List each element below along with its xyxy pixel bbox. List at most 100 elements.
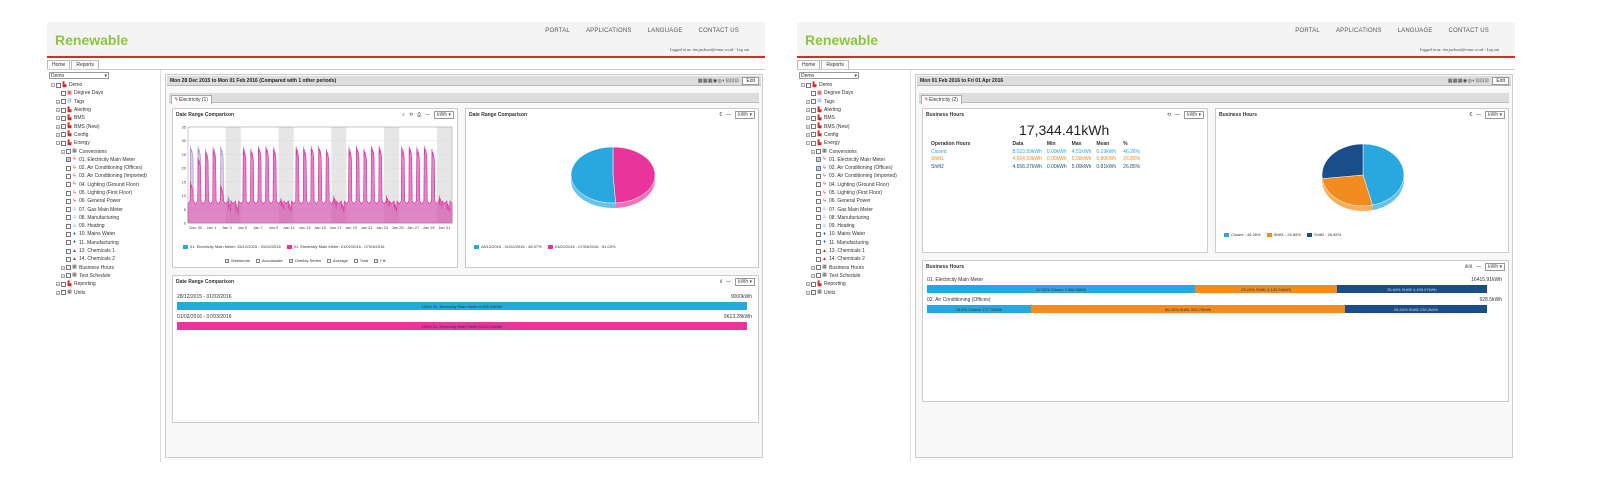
tree-node[interactable]: ϟ 06. General Power xyxy=(801,197,897,205)
option-checkbox[interactable]: ✓ xyxy=(225,258,229,263)
unit-select[interactable]: kWh xyxy=(735,278,755,286)
tree-node[interactable]: ♦ 10. Mains Water xyxy=(801,230,897,238)
tree-node[interactable]: ϟ 05. Lighting (First Floor) xyxy=(51,189,147,197)
bar-segment[interactable]: 56.06% Shift1 520.70kWh xyxy=(1031,305,1346,313)
logged-in-text[interactable]: Logged in as: tim.jackson@t-mac.co.uk - … xyxy=(1419,47,1499,52)
nav-language[interactable]: LANGUAGE xyxy=(647,28,683,34)
unit-select[interactable]: kWh xyxy=(1184,111,1204,119)
tree-node[interactable]: ▲ 13. Chemicals 1 xyxy=(51,247,147,255)
zoom-icon[interactable]: ⌕ xyxy=(402,112,405,118)
tree-node[interactable]: ♨ 09. Heating xyxy=(801,222,897,230)
tree-checkbox[interactable] xyxy=(816,149,821,155)
refresh-icon[interactable]: ⟲ xyxy=(1166,112,1172,118)
pie-slice[interactable] xyxy=(612,146,656,204)
expand-icon[interactable]: + xyxy=(806,124,810,129)
tree-checkbox[interactable] xyxy=(66,223,71,229)
expand-icon[interactable]: + xyxy=(61,149,65,154)
expand-icon[interactable]: + xyxy=(811,273,815,278)
tree-checkbox[interactable] xyxy=(66,240,71,246)
minimize-icon[interactable]: — xyxy=(1476,112,1482,118)
tree-checkbox[interactable] xyxy=(816,173,821,179)
tree-checkbox[interactable] xyxy=(811,281,816,287)
tree-checkbox[interactable] xyxy=(816,256,821,262)
option-average[interactable]: Average xyxy=(326,258,348,263)
bar-segment[interactable]: 26.84% Shift2 4,405.07kWh xyxy=(1336,285,1487,293)
option-checkbox[interactable] xyxy=(255,258,260,263)
tab-electricity[interactable]: ϟ Electricity (1) xyxy=(171,95,212,104)
nav-applications[interactable]: APPLICATIONS xyxy=(585,28,632,34)
option-checkbox[interactable] xyxy=(326,258,331,263)
site-select[interactable]: Demo xyxy=(799,72,859,79)
expand-icon[interactable]: + xyxy=(811,265,815,270)
expand-icon[interactable]: + xyxy=(806,99,810,104)
bar-segment[interactable]: 25.34% Shift2 235.2kWh xyxy=(1345,305,1487,313)
tree-checkbox[interactable] xyxy=(811,290,816,296)
tree-node[interactable]: ✓ ϟ 02. Air Conditioning (Offices) xyxy=(801,164,897,172)
tree-node[interactable]: + ▦ Conversions xyxy=(801,147,897,155)
pie-slice[interactable] xyxy=(1362,143,1405,206)
tree-node[interactable]: ✓ ϟ 01. Electricity Main Meter xyxy=(801,156,897,164)
tree-checkbox[interactable] xyxy=(816,248,821,254)
expand-icon[interactable]: + xyxy=(806,290,810,295)
legend-entry[interactable]: Shift2 - 26.85% xyxy=(1313,232,1342,237)
option-total[interactable]: Total xyxy=(353,258,368,263)
tree-node[interactable]: ϟ 02. Air Conditioning (Offices) xyxy=(51,164,147,172)
tree-node[interactable]: + ▙ Alerting xyxy=(51,106,147,114)
tree-checkbox[interactable] xyxy=(811,90,816,96)
tree-checkbox[interactable]: ✓ xyxy=(816,157,821,163)
expand-icon[interactable]: + xyxy=(61,265,65,270)
bar-segment[interactable]: 47.92% Closed 7,866.9kWh xyxy=(927,285,1196,293)
tree-node[interactable]: − ▙ Energy xyxy=(801,139,897,147)
minimize-icon[interactable]: — xyxy=(1175,112,1181,118)
tree-checkbox[interactable] xyxy=(811,132,816,138)
series-area[interactable] xyxy=(187,146,453,224)
tree-node[interactable]: + ▙ Alerting xyxy=(801,106,897,114)
collapse-icon[interactable]: − xyxy=(806,141,810,146)
expand-icon[interactable]: + xyxy=(806,108,810,113)
legend-entry[interactable]: 28/12/2015 - 01/02/2016 - 48.97% xyxy=(481,244,542,249)
tree-checkbox[interactable] xyxy=(66,248,71,254)
tree-checkbox[interactable]: ✓ xyxy=(816,165,821,171)
tree-node[interactable]: ϟ 04. Lighting (Ground Floor) xyxy=(51,181,147,189)
tree-checkbox[interactable] xyxy=(811,115,816,121)
tree-node[interactable]: + ▙ BMS (New) xyxy=(801,122,897,130)
nav-portal[interactable]: PORTAL xyxy=(545,28,570,34)
nav-contact[interactable]: CONTACT US xyxy=(698,28,739,34)
tree-node[interactable]: + ▦ Test Schedule xyxy=(801,272,897,280)
tree-checkbox[interactable]: ✓ xyxy=(66,157,71,163)
tree-node[interactable]: + ▦ Business Hours xyxy=(801,264,897,272)
refresh-icon[interactable]: ⟲ xyxy=(408,112,414,118)
legend-entry[interactable]: 01/02/2016 - 07/03/2016 - 51.03% xyxy=(554,244,616,249)
tree-node[interactable]: ▲ 14. Chemicals 2 xyxy=(51,255,147,263)
tree-checkbox[interactable] xyxy=(56,82,61,88)
tree-node[interactable]: ♨ 08. Manufacturing xyxy=(51,214,147,222)
toolbar-icons[interactable]: ▦▦▦◉◎◐⊡⊡⊡ xyxy=(697,78,739,84)
expand-icon[interactable]: + xyxy=(56,290,60,295)
tree-checkbox[interactable] xyxy=(61,107,66,113)
expand-icon[interactable]: + xyxy=(806,116,810,121)
tree-checkbox[interactable] xyxy=(816,223,821,229)
minimize-icon[interactable]: — xyxy=(425,112,431,118)
tree-checkbox[interactable] xyxy=(806,82,811,88)
tree-checkbox[interactable] xyxy=(816,273,821,279)
tab-electricity[interactable]: ϟ Electricity (2) xyxy=(921,95,962,104)
tree-node[interactable]: + ▙ BMS xyxy=(801,114,897,122)
stacked-bar[interactable]: 18.6% Closed 172.73kWh 56.06% Shift1 520.… xyxy=(927,305,1487,313)
legend-entry[interactable]: Shift1 - 26.89% xyxy=(1273,232,1301,237)
tree-node[interactable]: + ▙ Reporting xyxy=(51,280,147,288)
tree-node[interactable]: ϟ 03. Air Conditioning (Imported) xyxy=(51,172,147,180)
tree-checkbox[interactable] xyxy=(66,256,71,262)
legend-entry[interactable]: 01. Electricity Main Meter: 01/02/2016 -… xyxy=(293,244,385,249)
tree-checkbox[interactable] xyxy=(811,99,816,105)
tree-checkbox[interactable] xyxy=(816,182,821,188)
expand-icon[interactable]: + xyxy=(56,132,60,137)
toolbar-icons[interactable]: ▦▦▦◉◎◐⊡⊡⊡ xyxy=(1447,78,1489,84)
tree-node[interactable]: + ▦ Test Schedule xyxy=(51,272,147,280)
option-checkbox[interactable] xyxy=(353,258,358,263)
tree-checkbox[interactable] xyxy=(61,281,66,287)
tree-checkbox[interactable] xyxy=(66,182,71,188)
tree-node[interactable]: ♦ 11. Manufacturing xyxy=(51,239,147,247)
tree-node[interactable]: − ▙ Energy xyxy=(51,139,147,147)
tree-node[interactable]: ▲ 14. Chemicals 2 xyxy=(801,255,897,263)
tree-node[interactable]: ♨ 07. Gas Main Meter xyxy=(51,205,147,213)
